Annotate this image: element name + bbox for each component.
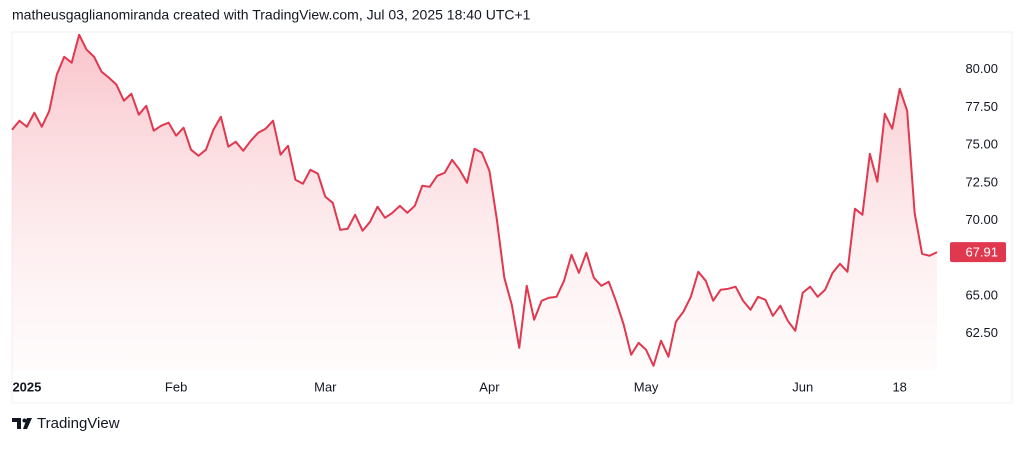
y-tick-label: 77.50	[965, 99, 998, 114]
y-tick-label: 62.50	[965, 325, 998, 340]
y-tick-label: 72.50	[965, 174, 998, 189]
x-tick-label: Jun	[792, 379, 813, 394]
last-price-box	[950, 242, 1006, 263]
x-tick-label: 18	[892, 379, 906, 394]
brand: TradingView	[37, 415, 120, 432]
x-tick-label: May	[634, 379, 659, 394]
x-tick-label: Mar	[314, 379, 337, 394]
area-fill	[12, 34, 937, 371]
x-tick-label: 2025	[12, 379, 41, 394]
header: matheusgaglianomiranda created with Trad…	[12, 7, 531, 23]
y-tick-label: 70.00	[965, 212, 998, 227]
y-tick-label: 80.00	[965, 61, 998, 76]
price-line	[11, 33, 938, 367]
x-tick-label: Feb	[165, 379, 187, 394]
logo	[12, 418, 32, 429]
y-tick-label: 75.00	[965, 137, 998, 152]
x-tick-label: Apr	[479, 379, 500, 394]
y-tick-label: 65.00	[965, 288, 998, 303]
last-price-label: 67.91	[965, 245, 998, 260]
